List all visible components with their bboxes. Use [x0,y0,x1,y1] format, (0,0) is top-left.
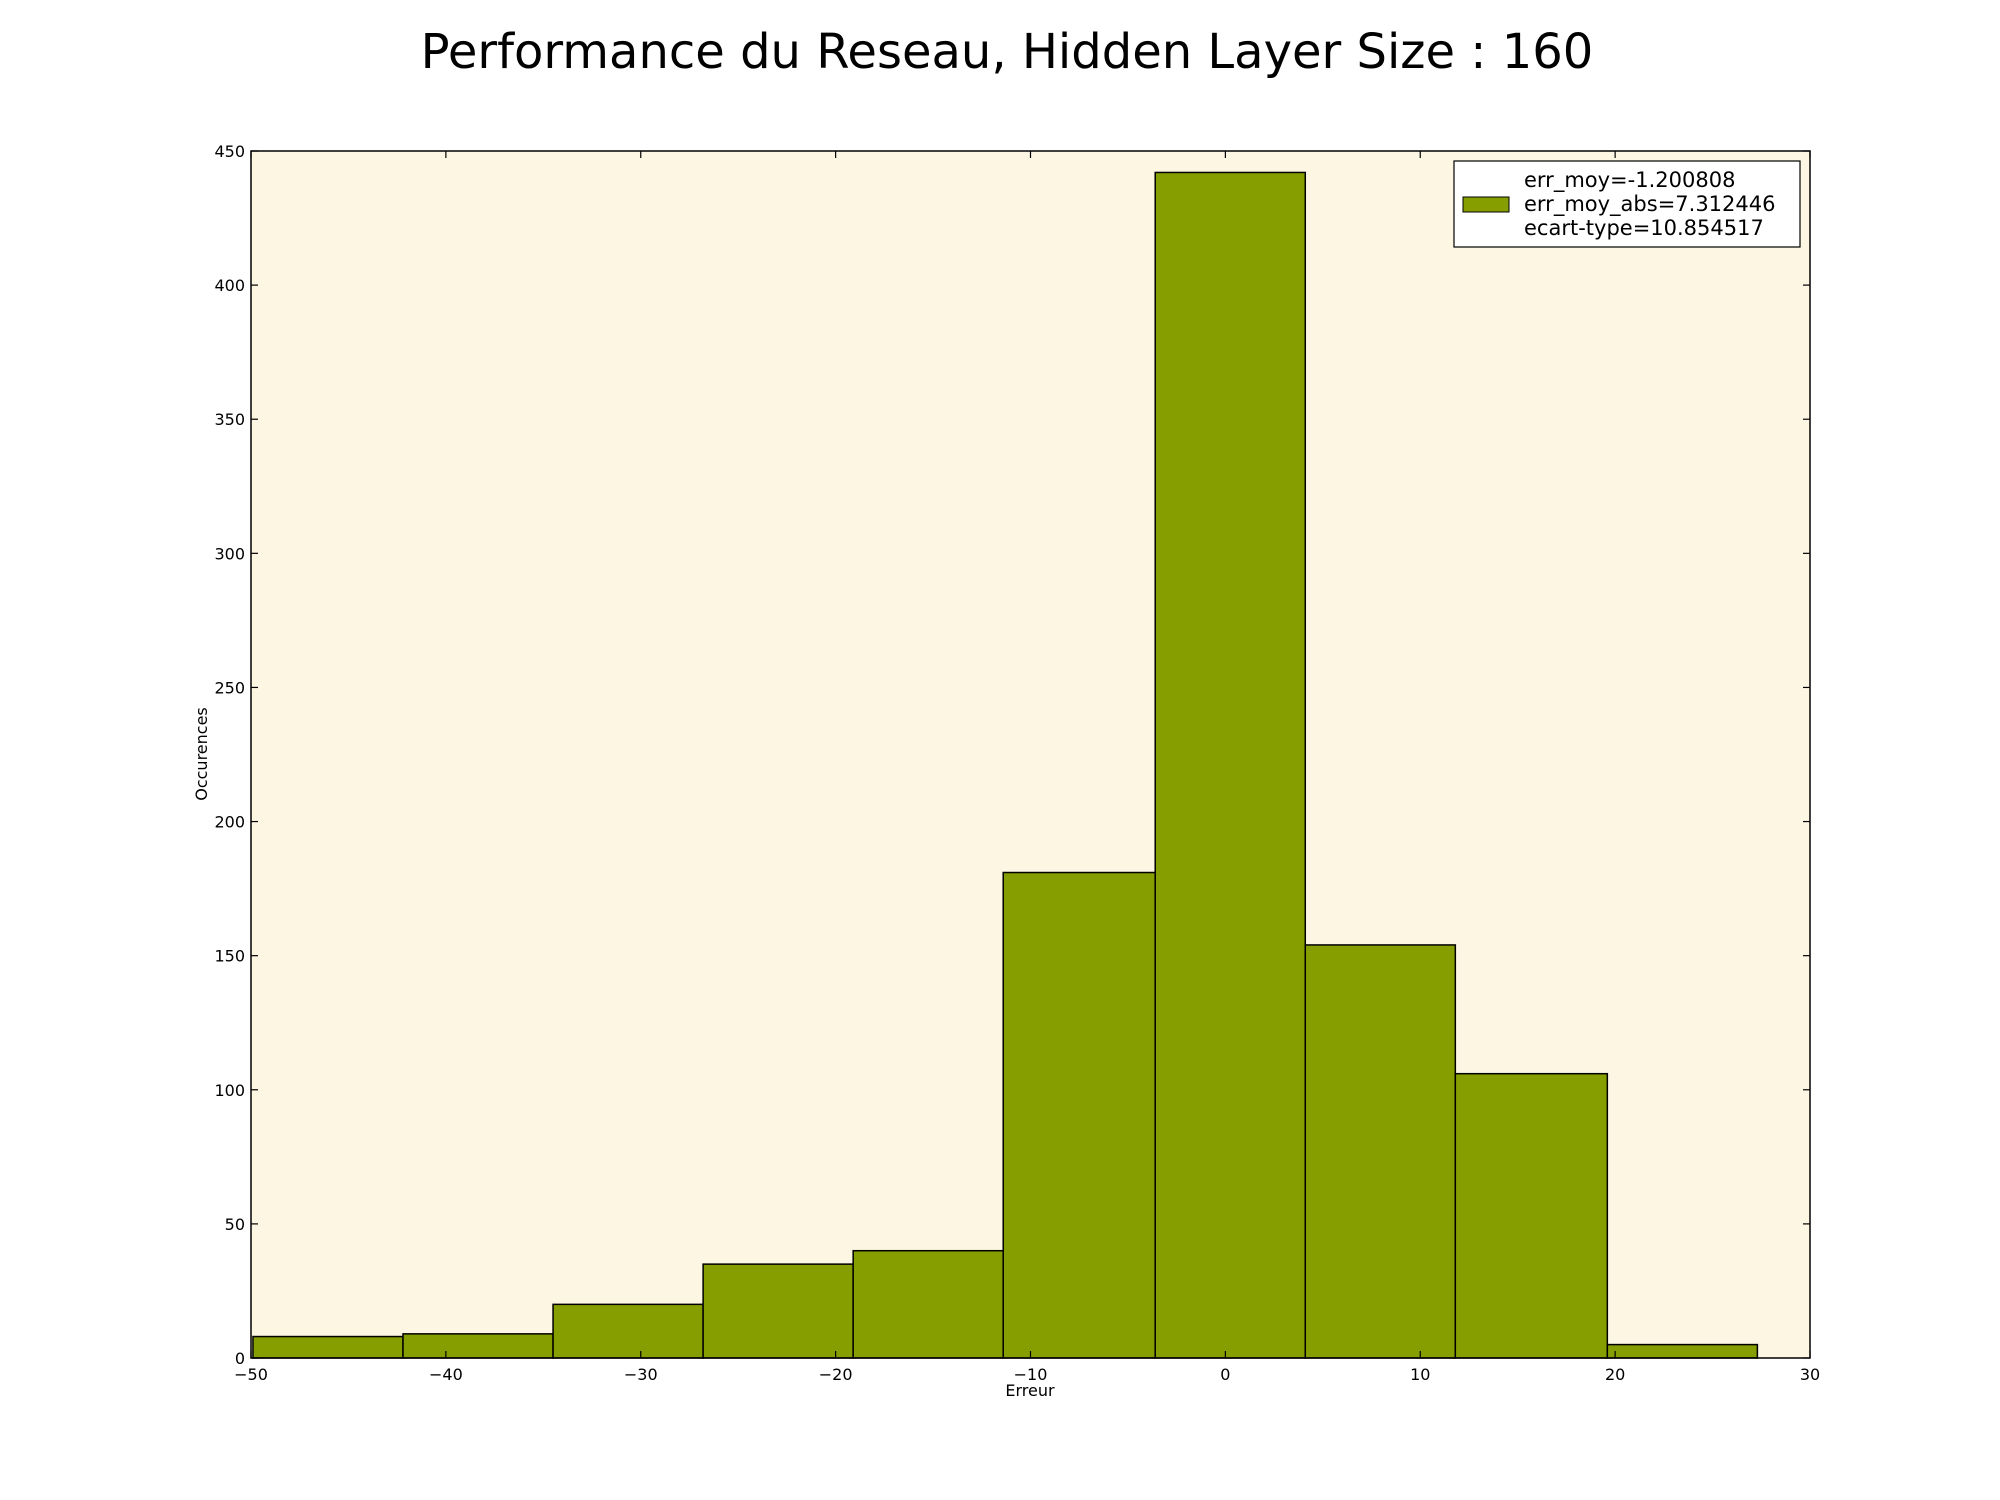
x-tick-label: −20 [819,1365,853,1384]
plot-frame [250,150,1811,1359]
x-tick-label: −30 [624,1365,658,1384]
legend-entry-mean: err_moy=-1.200808 [1524,168,1735,193]
y-tick-label: 150 [214,947,245,966]
bars-group [252,171,1759,1359]
y-tick-label: 0 [235,1349,245,1368]
legend-frame [1453,160,1801,248]
legend: err_moy=-1.200808 err_moy_abs=7.312446 e… [1453,160,1801,248]
x-tick-label: 20 [1605,1365,1625,1384]
x-axis-label: Erreur [1005,1381,1055,1400]
x-tick-label: −10 [1014,1365,1048,1384]
y-tick-label: 100 [214,1081,245,1100]
y-tick-label: 250 [214,678,245,697]
histogram-bar-4 [852,1249,1004,1359]
y-tick-label: 50 [225,1215,245,1234]
chart-title: Performance du Reseau, Hidden Layer Size… [421,24,1594,80]
y-tick-label: 400 [214,276,245,295]
histogram-bar-1 [402,1333,554,1359]
histogram-bar-3 [702,1263,854,1359]
histogram-bar-7 [1304,944,1457,1359]
x-tick-label: −50 [234,1365,268,1384]
legend-swatch [1462,196,1510,213]
x-tick-label: 0 [1220,1365,1230,1384]
histogram-bar-2 [552,1303,704,1359]
histogram-bar-6 [1154,171,1307,1359]
histogram-bar-9 [1606,1343,1759,1359]
ticks-group: −50 −40 −30 −20 −10 0 10 20 30050100150200250300… [214,142,1820,1384]
histogram-bar-0 [252,1335,404,1359]
y-tick-label: 350 [214,410,245,429]
legend-entry-std: ecart-type=10.854517 [1524,216,1764,240]
x-tick-label: 10 [1410,1365,1430,1384]
histogram-bar-5 [1002,871,1156,1359]
x-tick-label: −40 [429,1365,463,1384]
x-tick-label: 30 [1800,1365,1820,1384]
y-tick-label: 200 [214,813,245,832]
y-tick-label: 450 [214,142,245,161]
legend-entry-mean-abs: err_moy_abs=7.312446 [1524,192,1776,217]
y-axis-label: Occurences [192,707,211,801]
y-tick-label: 300 [214,544,245,563]
histogram-bar-8 [1454,1072,1609,1359]
